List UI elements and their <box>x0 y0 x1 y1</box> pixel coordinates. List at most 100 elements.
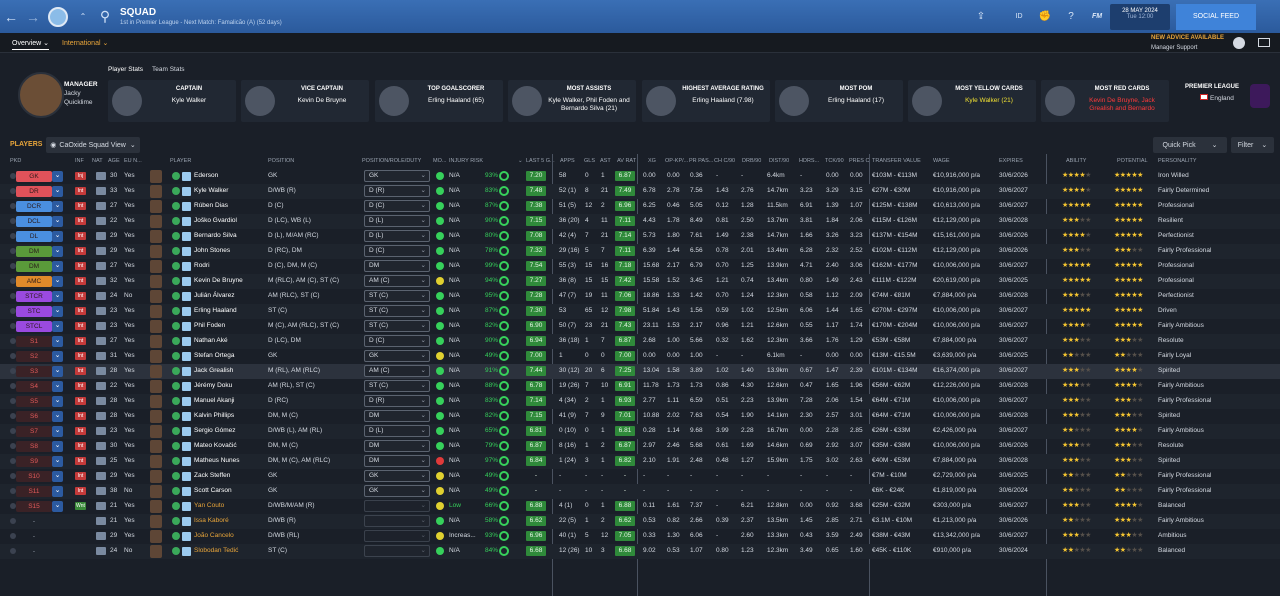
table-row[interactable]: DCR ⌄ Int 27 Yes Rúben Dias D (C) N/A 87% 51 (5) 1… <box>0 199 1280 214</box>
chevron-down-icon[interactable]: ⌄ <box>52 186 63 197</box>
col-hdrs[interactable]: HDRS... <box>799 158 820 164</box>
select-dot[interactable] <box>10 443 16 449</box>
picked-position[interactable]: - <box>32 533 36 540</box>
chevron-down-icon[interactable]: ⌄ <box>52 336 63 347</box>
role-select[interactable]: ST (C) ⌄ <box>364 380 430 392</box>
select-dot[interactable] <box>10 548 16 554</box>
award-card[interactable]: MOST ASSISTS Kyle Walker, Phil Foden and … <box>508 80 636 122</box>
table-row[interactable]: STCR ⌄ Int 24 No Julián Álvarez AM (RLC), ST (… <box>0 289 1280 304</box>
picked-position[interactable]: S1 <box>16 336 52 347</box>
table-row[interactable]: S6 ⌄ Int 28 Yes Kalvin Phillips DM, M (C) N/A 82… <box>0 409 1280 424</box>
manager-support-link[interactable]: Manager Support <box>1151 45 1198 51</box>
role-select[interactable]: D (C) ⌄ <box>364 245 430 257</box>
tab-international[interactable]: International ⌄ <box>62 40 109 47</box>
col-role[interactable]: POSITION/ROLE/DUTY <box>362 158 422 164</box>
picked-position[interactable]: S11 <box>16 486 52 497</box>
player-stats-tab[interactable]: Player Stats <box>108 66 144 73</box>
chevron-down-icon[interactable]: ⌄ <box>52 366 63 377</box>
filter-button[interactable]: Filter ⌄ <box>1231 137 1274 153</box>
role-select[interactable]: AM (C) ⌄ <box>364 365 430 377</box>
cell-player-name[interactable]: Julián Álvarez <box>194 292 235 299</box>
fist-icon[interactable]: ✊ <box>1038 11 1052 22</box>
role-select[interactable]: AM (C) ⌄ <box>364 275 430 287</box>
award-card[interactable]: MOST YELLOW CARDS Kyle Walker (21) <box>908 80 1036 122</box>
col-opkp[interactable]: OP-KP/... <box>665 158 689 164</box>
chevron-down-icon[interactable]: ⌄ <box>52 306 63 317</box>
award-card[interactable]: MOST POM Erling Haaland (17) <box>775 80 903 122</box>
id-button[interactable]: ID <box>1015 13 1023 20</box>
select-dot[interactable] <box>10 173 16 179</box>
select-dot[interactable] <box>10 518 16 524</box>
chevron-down-icon[interactable]: ⌄ <box>52 321 63 332</box>
chevron-down-icon[interactable]: ⌄ <box>52 216 63 227</box>
advice-alert[interactable]: NEW ADVICE AVAILABLE <box>1151 35 1224 41</box>
table-row[interactable]: DL ⌄ Int 29 Yes Bernardo Silva D (L), M/AM (RC… <box>0 229 1280 244</box>
role-select[interactable]: D (L) ⌄ <box>364 230 430 242</box>
col-prpas[interactable]: PR PAS... <box>689 158 714 164</box>
social-feed-button[interactable]: SOCIAL FEED <box>1176 3 1256 30</box>
cell-player-name[interactable]: Jack Grealish <box>194 367 234 374</box>
role-select[interactable]: D (L) ⌄ <box>364 425 430 437</box>
chevron-down-icon[interactable]: ⌄ <box>52 486 63 497</box>
chevron-down-icon[interactable]: ⌄ <box>52 246 63 257</box>
table-row[interactable]: S10 ⌄ Int 29 Yes Zack Steffen GK N/A 49% - - - - - - - -… <box>0 469 1280 484</box>
table-row[interactable]: - 24 No Slobodan Tedić ST (C) N/A 84% 12 (26) 10… <box>0 544 1280 559</box>
chevron-down-icon[interactable]: ⌄ <box>52 441 63 452</box>
award-card[interactable]: VICE CAPTAIN Kevin De Bruyne <box>241 80 369 122</box>
role-select[interactable]: ST (C) ⌄ <box>364 320 430 332</box>
table-row[interactable]: - 29 Yes João Cancelo D/WB (RL) Increas... 93%… <box>0 529 1280 544</box>
col-eu[interactable]: EU N... <box>124 158 142 164</box>
club-menu-icon[interactable]: ⌃ <box>79 12 87 21</box>
award-card[interactable]: TOP GOALSCORER Erling Haaland (65) <box>375 80 503 122</box>
cell-player-name[interactable]: Yan Couto <box>194 502 225 509</box>
col-pkd[interactable]: PKD <box>10 158 22 164</box>
role-select[interactable]: GK ⌄ <box>364 470 430 482</box>
col-age[interactable]: AGE <box>108 158 120 164</box>
col-inf[interactable]: INF <box>75 158 84 164</box>
help-icon[interactable]: ? <box>1068 11 1074 22</box>
col-position[interactable]: POSITION <box>268 158 295 164</box>
cell-player-name[interactable]: John Stones <box>194 247 231 254</box>
col-personality[interactable]: PERSONALITY <box>1158 158 1197 164</box>
cell-player-name[interactable]: Matheus Nunes <box>194 457 240 464</box>
col-xg[interactable]: XG <box>648 158 656 164</box>
table-row[interactable]: DCL ⌄ Int 22 Yes Joško Gvardiol D (LC), WB (L)… <box>0 214 1280 229</box>
select-dot[interactable] <box>10 503 16 509</box>
table-row[interactable]: - 21 Yes Issa Kaboré D/WB (R) N/A 58% 22 (5) 1 2 0… <box>0 514 1280 529</box>
cell-player-name[interactable]: Rodri <box>194 262 210 269</box>
cell-player-name[interactable]: Stefan Ortega <box>194 352 235 359</box>
chevron-down-icon[interactable]: ⌄ <box>52 231 63 242</box>
role-select[interactable]: D (R) ⌄ <box>364 395 430 407</box>
role-select[interactable]: GK ⌄ <box>364 485 430 497</box>
cell-player-name[interactable]: Joško Gvardiol <box>194 217 237 224</box>
picked-position[interactable]: STCL <box>16 321 52 332</box>
select-dot[interactable] <box>10 488 16 494</box>
picked-position[interactable]: - <box>32 518 36 525</box>
table-row[interactable]: STC ⌄ Int 23 Yes Erling Haaland ST (C) N/A 87% 53… <box>0 304 1280 319</box>
col-apps[interactable]: APPS <box>560 158 575 164</box>
col-gls[interactable]: GLS <box>584 158 596 164</box>
select-dot[interactable] <box>10 413 16 419</box>
cell-player-name[interactable]: Slobodan Tedić <box>194 547 239 554</box>
table-row[interactable]: S11 ⌄ Int 38 No Scott Carson GK N/A 49% - - - - - - - - -… <box>0 484 1280 499</box>
cell-player-name[interactable]: Nathan Aké <box>194 337 228 344</box>
col-avrat[interactable]: AV RAT <box>617 158 637 164</box>
role-select[interactable]: ⌄ <box>364 500 430 512</box>
table-row[interactable]: S1 ⌄ Int 27 Yes Nathan Aké D (LC), DM N/A 90% 36 … <box>0 334 1280 349</box>
back-icon[interactable]: ← <box>4 8 18 25</box>
select-dot[interactable] <box>10 203 16 209</box>
role-select[interactable]: D (L) ⌄ <box>364 215 430 227</box>
chevron-down-icon[interactable]: ⌄ <box>52 456 63 467</box>
award-card[interactable]: MOST RED CARDS Kevin De Bruyne, Jack Grea… <box>1041 80 1169 122</box>
col-tck[interactable]: TCK/90 <box>825 158 844 164</box>
chevron-down-icon[interactable]: ⌄ <box>52 276 63 287</box>
picked-position[interactable]: S8 <box>16 441 52 452</box>
col-chc[interactable]: CH C/90 <box>714 158 736 164</box>
cell-player-name[interactable]: João Cancelo <box>194 532 234 539</box>
cell-player-name[interactable]: Kyle Walker <box>194 187 229 194</box>
col-player[interactable]: PLAYER <box>170 158 192 164</box>
role-select[interactable]: D (C) ⌄ <box>364 200 430 212</box>
col-wage[interactable]: WAGE <box>933 158 950 164</box>
col-ast[interactable]: AST <box>600 158 611 164</box>
picked-position[interactable]: S4 <box>16 381 52 392</box>
